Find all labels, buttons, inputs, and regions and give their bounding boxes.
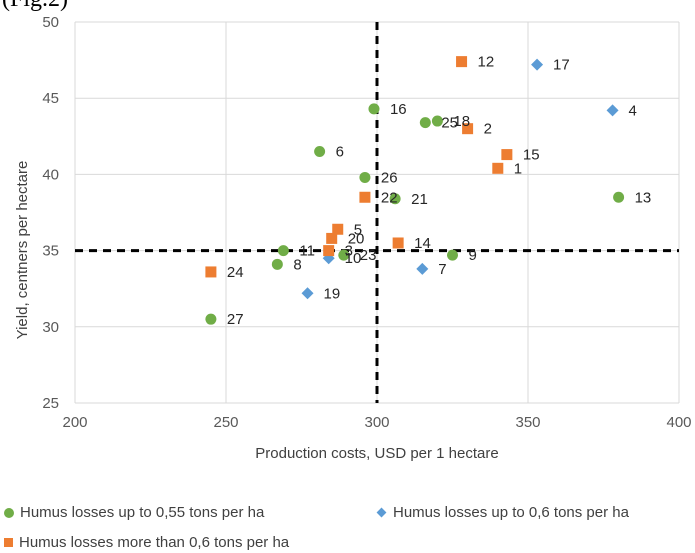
data-label: 3 bbox=[345, 243, 353, 260]
x-tick-label: 400 bbox=[666, 414, 691, 431]
x-tick-label: 250 bbox=[213, 414, 238, 431]
legend-item-series-1: Humus losses up to 0,55 tons per ha bbox=[4, 504, 264, 521]
data-point-circle bbox=[389, 193, 401, 205]
legend: Humus losses up to 0,55 tons per ha Humu… bbox=[0, 500, 695, 553]
data-point-square bbox=[332, 223, 344, 235]
square-marker-icon bbox=[4, 538, 13, 547]
data-label: 18 bbox=[453, 113, 470, 130]
data-point-square bbox=[392, 237, 404, 249]
data-point-diamond bbox=[301, 287, 314, 300]
data-label: 11 bbox=[299, 243, 315, 260]
data-point-circle bbox=[368, 103, 380, 115]
data-point-circle bbox=[447, 249, 458, 261]
y-axis-title: Yield, centners per hectare bbox=[14, 161, 31, 340]
data-label: 14 bbox=[414, 235, 431, 252]
x-tick-label: 300 bbox=[364, 414, 389, 431]
data-point-square bbox=[492, 162, 504, 174]
y-tick-label: 50 bbox=[42, 14, 59, 31]
data-label: 7 bbox=[438, 261, 446, 278]
data-label: 23 bbox=[360, 247, 377, 264]
data-point-circle bbox=[338, 249, 350, 261]
data-point-square bbox=[326, 232, 338, 244]
data-point-square bbox=[205, 266, 217, 278]
legend-label: Humus losses up to 0,55 tons per ha bbox=[20, 504, 265, 521]
reference-lines bbox=[75, 22, 679, 403]
figure-reference-fragment: (Fig.2) bbox=[2, 0, 68, 13]
data-label: 6 bbox=[336, 144, 344, 161]
data-point-circle bbox=[205, 313, 217, 325]
data-label: 25 bbox=[441, 115, 458, 132]
data-label: 21 bbox=[411, 191, 428, 208]
data-point-square bbox=[462, 123, 474, 135]
data-point-diamond bbox=[531, 58, 544, 71]
data-point-circle bbox=[613, 191, 625, 203]
data-label: 16 bbox=[390, 101, 407, 118]
y-tick-label: 25 bbox=[42, 395, 59, 412]
data-label: 10 bbox=[345, 250, 362, 267]
data-label: 17 bbox=[553, 57, 570, 74]
legend-item-series-2: Humus losses up to 0,6 tons per ha bbox=[376, 504, 629, 521]
data-point-circle bbox=[314, 146, 326, 158]
data-label: 12 bbox=[478, 54, 495, 71]
data-point-square bbox=[323, 245, 335, 257]
data-point-circle bbox=[277, 245, 289, 257]
y-tick-label: 35 bbox=[42, 243, 59, 260]
data-label: 9 bbox=[469, 247, 477, 264]
data-label: 13 bbox=[635, 189, 652, 206]
data-label: 4 bbox=[629, 102, 637, 119]
data-label: 24 bbox=[227, 264, 244, 281]
data-label: 27 bbox=[227, 311, 244, 328]
circle-marker-icon bbox=[4, 507, 14, 518]
data-point-diamond bbox=[606, 104, 619, 117]
x-tick-label: 200 bbox=[62, 414, 87, 431]
data-label: 20 bbox=[348, 230, 365, 247]
diamond-marker-icon bbox=[376, 507, 387, 518]
data-label: 15 bbox=[523, 147, 540, 164]
data-label: 1 bbox=[514, 160, 522, 177]
data-label: 2 bbox=[484, 121, 492, 138]
data-label: 5 bbox=[354, 221, 362, 238]
x-tick-label: 350 bbox=[515, 414, 540, 431]
data-label: 8 bbox=[293, 256, 301, 273]
data-point-square bbox=[359, 191, 371, 203]
data-label: 26 bbox=[381, 169, 398, 186]
data-point-circle bbox=[431, 115, 443, 127]
y-tick-label: 45 bbox=[42, 90, 59, 107]
legend-label: Humus losses up to 0,6 tons per ha bbox=[393, 504, 629, 521]
data-label: 22 bbox=[381, 189, 398, 206]
data-points bbox=[205, 56, 625, 325]
data-point-circle bbox=[419, 117, 431, 129]
data-point-circle bbox=[271, 258, 283, 270]
data-point-diamond bbox=[416, 262, 429, 275]
x-axis-title: Production costs, USD per 1 hectare bbox=[255, 445, 498, 462]
data-point-square bbox=[501, 149, 513, 161]
legend-label: Humus losses more than 0,6 tons per ha bbox=[19, 534, 290, 551]
data-point-square bbox=[456, 56, 468, 68]
y-tick-label: 30 bbox=[42, 319, 59, 336]
y-tick-label: 40 bbox=[42, 166, 59, 183]
legend-item-series-3: Humus losses more than 0,6 tons per ha bbox=[4, 534, 289, 551]
data-label: 19 bbox=[324, 285, 341, 302]
data-point-circle bbox=[359, 171, 371, 183]
